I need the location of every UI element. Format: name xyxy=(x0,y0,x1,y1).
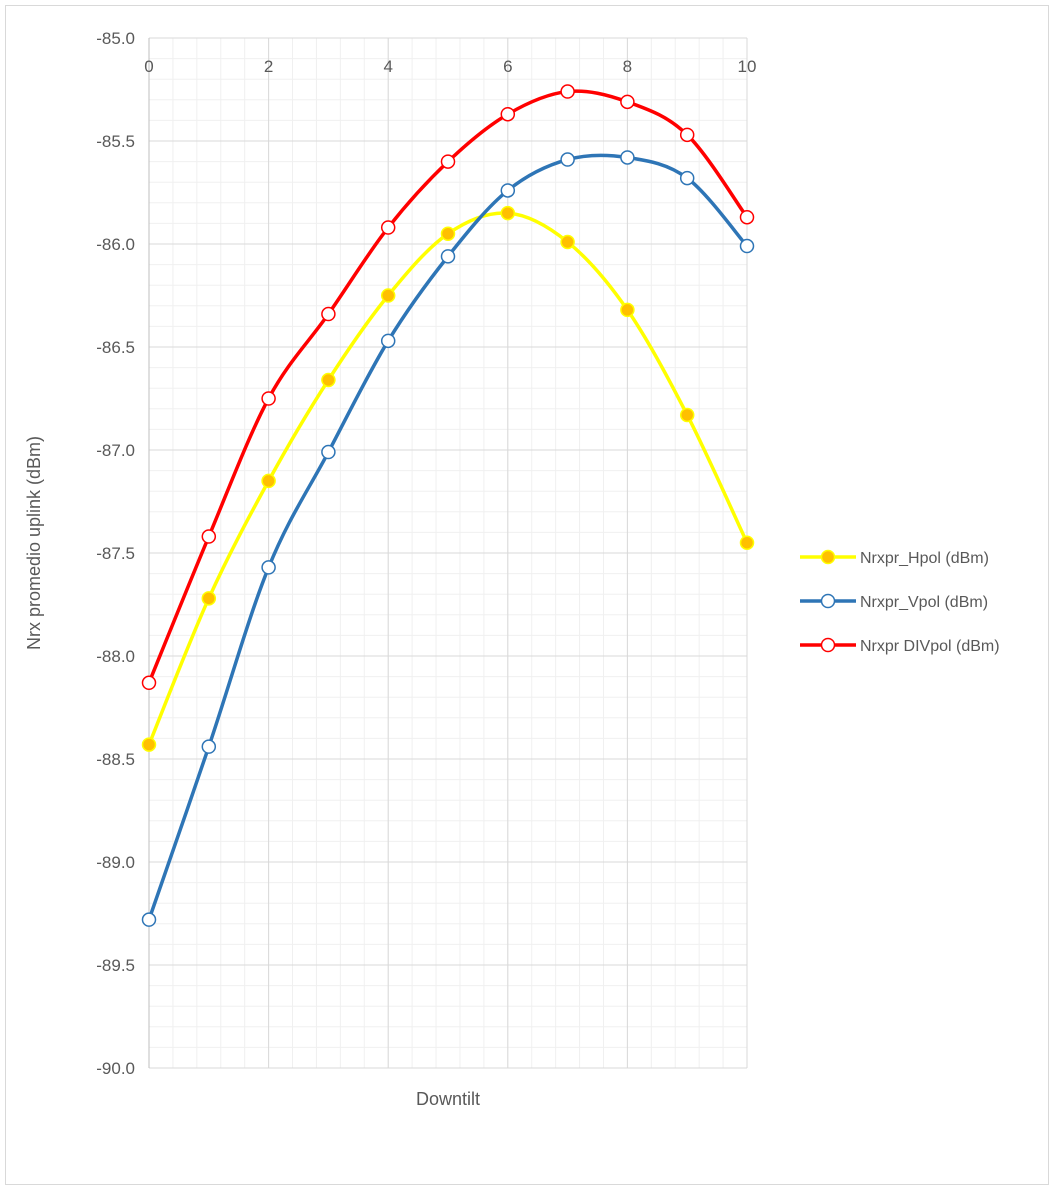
y-tick-label: -86.5 xyxy=(96,338,135,357)
y-tick-label: -89.5 xyxy=(96,956,135,975)
data-point xyxy=(560,84,575,99)
legend-label: Nrxpr_Hpol (dBm) xyxy=(860,550,989,567)
y-tick-label: -87.0 xyxy=(96,441,135,460)
data-point xyxy=(321,372,336,388)
data-point xyxy=(141,737,157,752)
data-point xyxy=(321,306,336,322)
series-line-0 xyxy=(147,211,749,747)
y-tick-label: -85.5 xyxy=(96,132,135,151)
data-point xyxy=(560,234,575,250)
data-point xyxy=(739,209,755,225)
legend-swatch-marker xyxy=(820,549,836,565)
y-axis-title: Nrx promedio uplink (dBm) xyxy=(24,436,44,650)
legend-swatch-marker xyxy=(820,637,836,653)
x-tick-label: 6 xyxy=(503,57,512,76)
data-point xyxy=(261,391,276,406)
data-point xyxy=(380,220,396,235)
y-tick-label: -89.0 xyxy=(96,853,135,872)
y-tick-label: -85.0 xyxy=(96,29,135,48)
data-point xyxy=(560,152,575,167)
data-point xyxy=(201,591,217,606)
y-tick-label: -90.0 xyxy=(96,1059,135,1078)
x-tick-label: 8 xyxy=(623,57,632,76)
data-point xyxy=(380,288,396,303)
legend-swatch-marker xyxy=(820,593,836,609)
data-point xyxy=(739,535,755,550)
x-tick-label: 4 xyxy=(383,57,392,76)
data-point xyxy=(201,529,217,544)
y-tick-label: -87.5 xyxy=(96,544,135,563)
data-point xyxy=(679,170,695,186)
y-axis-ticks: -85.0 -85.5 -86.0 -86.5 -87.0 -87.5 -88.0 -88.5… xyxy=(96,29,135,1078)
data-point xyxy=(679,127,695,143)
series-line-2 xyxy=(147,89,749,685)
data-point xyxy=(380,333,396,349)
data-point xyxy=(141,912,157,927)
data-point xyxy=(440,154,456,169)
data-point xyxy=(679,407,695,423)
legend-label: Nrxpr_Vpol (dBm) xyxy=(860,594,988,611)
x-tick-label: 2 xyxy=(264,57,273,76)
data-point xyxy=(201,739,217,754)
series-markers xyxy=(141,84,755,927)
y-tick-label: -88.5 xyxy=(96,750,135,769)
x-axis-ticks: 0 2 4 6 8 10 xyxy=(144,57,756,76)
data-point xyxy=(261,473,276,489)
data-point xyxy=(141,675,157,691)
chart-frame xyxy=(5,5,1049,1185)
data-point xyxy=(440,249,456,264)
legend-label: Nrxpr DIVpol (dBm) xyxy=(860,638,1000,655)
data-point xyxy=(620,94,635,110)
data-point xyxy=(620,302,635,318)
series-lines xyxy=(147,89,749,922)
data-point xyxy=(261,560,276,575)
x-tick-label: 10 xyxy=(738,57,757,76)
y-tick-label: -88.0 xyxy=(96,647,135,666)
data-point xyxy=(500,183,516,198)
data-point xyxy=(321,444,336,460)
data-point xyxy=(500,106,516,122)
legend: Nrxpr_Hpol (dBm) Nrxpr_Vpol (dBm) Nrxpr DI… xyxy=(800,549,1000,655)
y-tick-label: -86.0 xyxy=(96,235,135,254)
data-point xyxy=(500,205,516,221)
data-point xyxy=(440,226,456,241)
data-point xyxy=(739,238,755,254)
data-point xyxy=(620,150,635,165)
x-tick-label: 0 xyxy=(144,57,153,76)
x-axis-title: Downtilt xyxy=(416,1089,480,1109)
major-gridlines xyxy=(148,37,748,1069)
